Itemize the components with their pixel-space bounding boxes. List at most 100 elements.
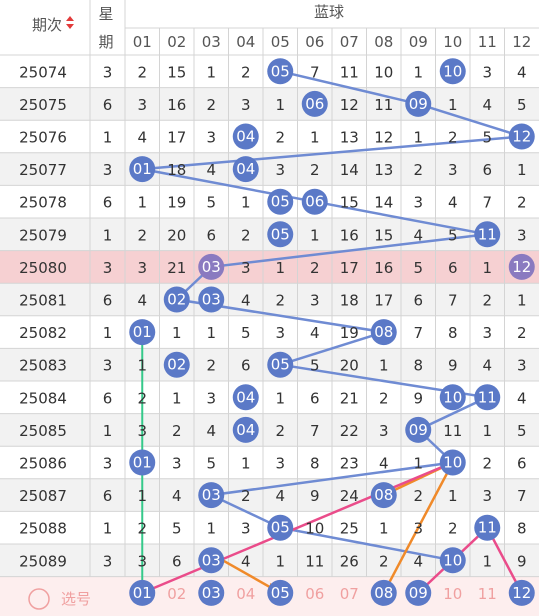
miss-count: 3 bbox=[517, 357, 527, 375]
miss-count: 3 bbox=[310, 292, 320, 310]
period-header[interactable]: 期次 bbox=[32, 16, 62, 34]
column-header-05: 05 bbox=[271, 33, 290, 51]
table-row: 25081 6 4 02 03 4 2 3 18 17 6 7 2 1 bbox=[19, 286, 527, 313]
ball-01 bbox=[129, 449, 156, 476]
miss-count: 1 bbox=[137, 357, 147, 375]
miss-count: 26 bbox=[340, 552, 359, 570]
table-row: 25079 1 2 20 6 2 05 1 16 15 4 5 11 3 bbox=[19, 221, 527, 248]
period-cell: 25078 bbox=[19, 194, 67, 212]
ball-number: 03 bbox=[202, 291, 221, 309]
ball-number: 02 bbox=[167, 291, 186, 309]
period-cell: 25077 bbox=[19, 161, 67, 179]
miss-count: 1 bbox=[172, 389, 182, 407]
selected-ball-number[interactable]: 09 bbox=[409, 584, 428, 602]
selected-ball-01[interactable] bbox=[129, 579, 156, 606]
period-cell: 25082 bbox=[19, 324, 67, 342]
miss-count: 3 bbox=[448, 161, 458, 179]
miss-count: 6 bbox=[448, 259, 458, 277]
miss-count: 13 bbox=[340, 129, 359, 147]
miss-count: 10 bbox=[305, 520, 324, 538]
select-number-04[interactable]: 04 bbox=[236, 585, 255, 603]
period-cell: 25087 bbox=[19, 487, 67, 505]
miss-count: 6 bbox=[482, 161, 492, 179]
miss-count: 17 bbox=[374, 292, 393, 310]
miss-count: 2 bbox=[137, 63, 147, 81]
miss-count: 2 bbox=[482, 292, 492, 310]
select-number-07[interactable]: 07 bbox=[340, 585, 359, 603]
table-row: 25084 6 2 1 3 04 1 6 21 2 9 10 11 4 bbox=[19, 384, 527, 411]
miss-count: 7 bbox=[517, 487, 527, 505]
miss-count: 3 bbox=[275, 455, 285, 473]
miss-count: 15 bbox=[340, 194, 359, 212]
miss-count: 5 bbox=[482, 129, 492, 147]
miss-count: 2 bbox=[172, 422, 182, 440]
column-header-12: 12 bbox=[512, 33, 531, 51]
table-row: 25078 6 1 19 5 1 05 06 15 14 3 4 7 2 bbox=[19, 188, 527, 215]
miss-count: 15 bbox=[167, 63, 186, 81]
miss-count: 1 bbox=[517, 292, 527, 310]
ball-05 bbox=[267, 221, 294, 248]
miss-count: 19 bbox=[340, 324, 359, 342]
ball-number: 04 bbox=[236, 388, 255, 406]
ball-02 bbox=[163, 351, 190, 378]
ball-number: 05 bbox=[271, 356, 290, 374]
weekday-cell: 1 bbox=[103, 520, 113, 538]
column-header-07: 07 bbox=[340, 33, 359, 51]
selected-ball-number[interactable]: 01 bbox=[133, 584, 152, 602]
period-cell: 25084 bbox=[19, 389, 67, 407]
selected-ball-12[interactable] bbox=[508, 579, 535, 606]
miss-count: 2 bbox=[482, 455, 492, 473]
miss-count: 3 bbox=[482, 63, 492, 81]
selected-ball-05[interactable] bbox=[267, 579, 294, 606]
weekday-cell: 6 bbox=[103, 96, 113, 114]
ball-01 bbox=[129, 156, 156, 183]
selected-ball-number[interactable]: 05 bbox=[271, 584, 290, 602]
selected-ball-number[interactable]: 08 bbox=[374, 584, 393, 602]
miss-count: 18 bbox=[167, 161, 186, 179]
miss-count: 9 bbox=[413, 389, 423, 407]
select-number-11[interactable]: 11 bbox=[478, 585, 497, 603]
ball-03 bbox=[198, 482, 225, 509]
miss-count: 3 bbox=[517, 226, 527, 244]
select-number-10[interactable]: 10 bbox=[443, 585, 462, 603]
miss-count: 3 bbox=[137, 552, 147, 570]
sort-icon[interactable] bbox=[66, 16, 74, 29]
column-header-08: 08 bbox=[374, 33, 393, 51]
miss-count: 11 bbox=[305, 552, 324, 570]
ball-number: 05 bbox=[271, 519, 290, 537]
weekday-cell: 6 bbox=[103, 292, 113, 310]
miss-count: 2 bbox=[206, 357, 216, 375]
miss-count: 2 bbox=[137, 520, 147, 538]
table-row: 25087 6 1 4 03 2 4 9 24 08 2 1 3 7 bbox=[19, 482, 527, 509]
miss-count: 16 bbox=[340, 226, 359, 244]
row-band bbox=[0, 283, 539, 316]
miss-count: 5 bbox=[206, 194, 216, 212]
ball-number: 06 bbox=[305, 95, 324, 113]
miss-count: 6 bbox=[172, 552, 182, 570]
miss-count: 7 bbox=[448, 292, 458, 310]
selected-ball-number[interactable]: 12 bbox=[512, 584, 531, 602]
ball-02 bbox=[163, 286, 190, 313]
select-number-06[interactable]: 06 bbox=[305, 585, 324, 603]
selected-ball-03[interactable] bbox=[198, 579, 225, 606]
miss-count: 3 bbox=[137, 96, 147, 114]
ball-10 bbox=[439, 384, 466, 411]
selected-ball-number[interactable]: 03 bbox=[202, 584, 221, 602]
miss-count: 17 bbox=[167, 129, 186, 147]
miss-count: 3 bbox=[206, 389, 216, 407]
selected-ball-09[interactable] bbox=[405, 579, 432, 606]
select-number-02[interactable]: 02 bbox=[167, 585, 186, 603]
row-band bbox=[0, 478, 539, 512]
miss-count: 5 bbox=[172, 520, 182, 538]
pink-guide-line bbox=[141, 461, 454, 595]
select-radio-icon[interactable] bbox=[28, 588, 50, 610]
miss-count: 2 bbox=[413, 161, 423, 179]
period-cell: 25075 bbox=[19, 96, 67, 114]
miss-count: 3 bbox=[137, 422, 147, 440]
ball-11 bbox=[474, 384, 501, 411]
miss-count: 1 bbox=[275, 259, 285, 277]
miss-count: 3 bbox=[206, 129, 216, 147]
miss-count: 1 bbox=[413, 63, 423, 81]
miss-count: 3 bbox=[413, 194, 423, 212]
selected-ball-08[interactable] bbox=[370, 579, 397, 606]
